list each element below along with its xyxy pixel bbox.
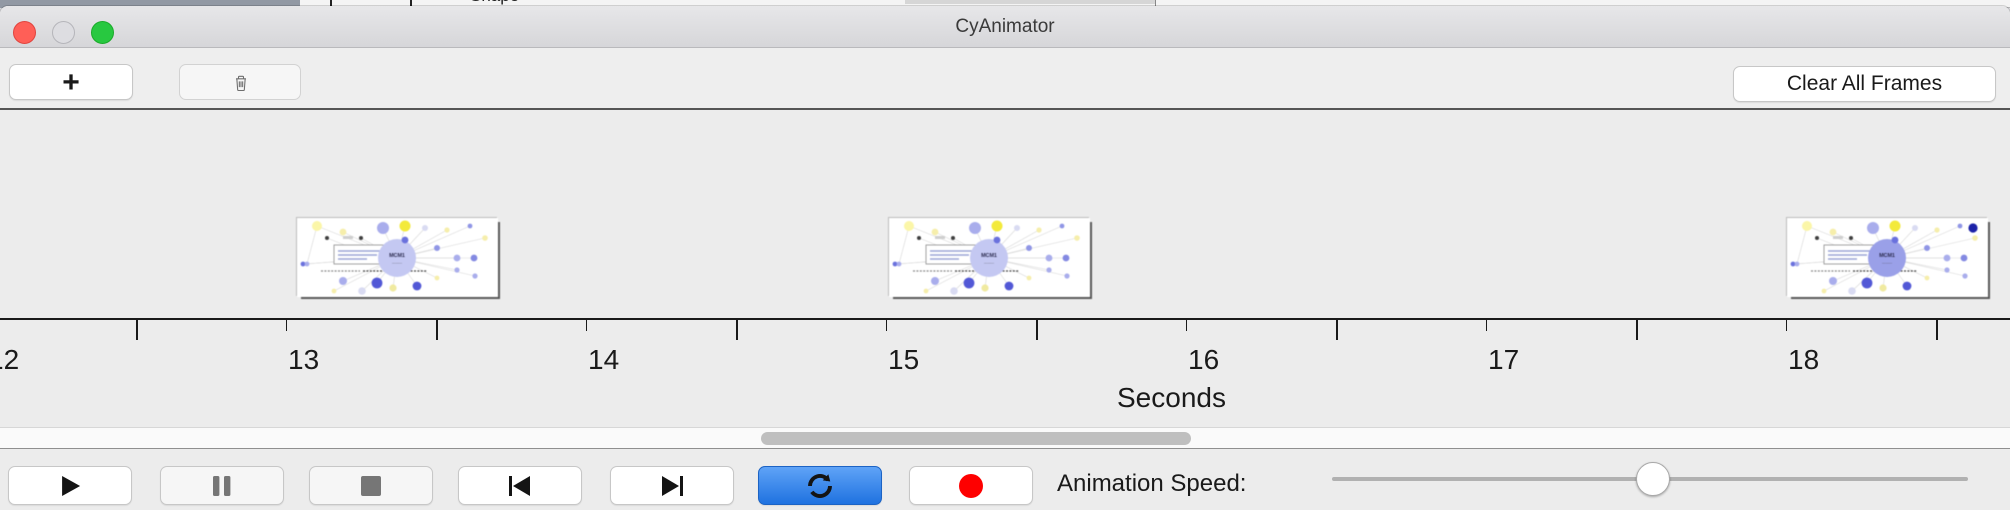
svg-text:______: ______ [391, 260, 402, 264]
svg-text:______: ______ [1881, 260, 1892, 264]
svg-text:MCM1: MCM1 [389, 253, 405, 259]
svg-text:MCM1: MCM1 [1879, 253, 1895, 259]
svg-text:______: ______ [983, 260, 994, 264]
svg-text:MCM1: MCM1 [981, 253, 997, 259]
